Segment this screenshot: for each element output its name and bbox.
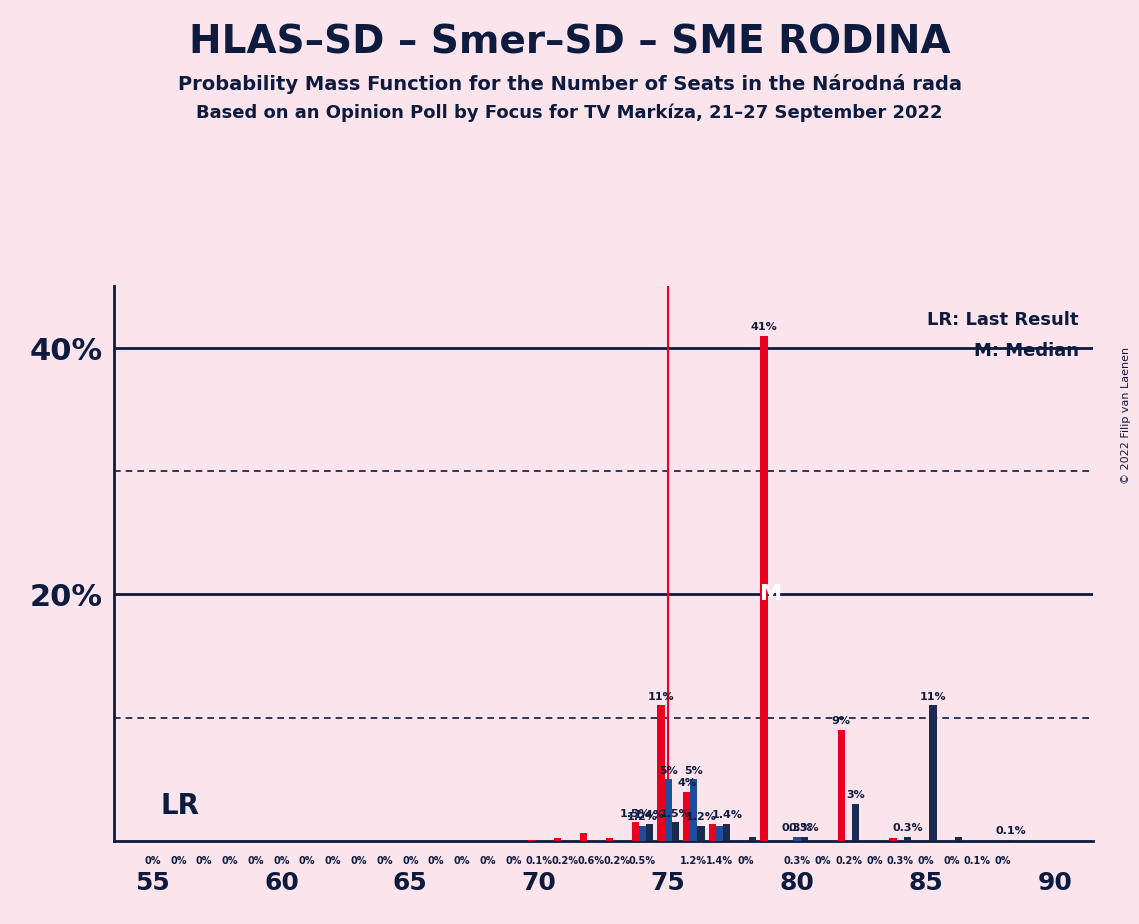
Text: © 2022 Filip van Laenen: © 2022 Filip van Laenen <box>1121 347 1131 484</box>
Text: 0%: 0% <box>918 856 934 866</box>
Bar <box>664 779 672 841</box>
Bar <box>646 823 653 841</box>
Bar <box>631 822 639 841</box>
Text: 0.3%: 0.3% <box>892 823 923 833</box>
Text: 1.2%: 1.2% <box>680 856 707 866</box>
Text: M: Median: M: Median <box>974 342 1079 359</box>
Bar <box>903 837 911 841</box>
Text: 0%: 0% <box>943 856 960 866</box>
Text: 0%: 0% <box>814 856 831 866</box>
Text: 1.4%: 1.4% <box>712 810 743 820</box>
Text: 9%: 9% <box>831 716 851 726</box>
Text: 0%: 0% <box>298 856 316 866</box>
Text: 1.5%: 1.5% <box>620 808 650 819</box>
Text: 0%: 0% <box>222 856 238 866</box>
Text: 11%: 11% <box>648 692 674 701</box>
Text: 11%: 11% <box>920 692 947 701</box>
Bar <box>749 837 756 841</box>
Text: LR: LR <box>161 793 199 821</box>
Text: LR: Last Result: LR: Last Result <box>927 311 1079 329</box>
Text: 0%: 0% <box>196 856 212 866</box>
Text: 0%: 0% <box>428 856 444 866</box>
Text: Based on an Opinion Poll by Focus for TV Markíza, 21–27 September 2022: Based on an Opinion Poll by Focus for TV… <box>196 103 943 122</box>
Text: 0.2%: 0.2% <box>835 856 862 866</box>
Text: 1.2%: 1.2% <box>686 812 716 822</box>
Text: 0.1%: 0.1% <box>995 826 1026 836</box>
Bar <box>837 730 845 841</box>
Text: 0%: 0% <box>351 856 367 866</box>
Text: 0%: 0% <box>325 856 342 866</box>
Text: 1.2%: 1.2% <box>626 812 658 822</box>
Text: 0%: 0% <box>737 856 754 866</box>
Bar <box>716 826 723 841</box>
Text: 0%: 0% <box>273 856 289 866</box>
Text: 0%: 0% <box>453 856 470 866</box>
Bar <box>852 804 860 841</box>
Bar <box>890 838 896 841</box>
Text: 0.3%: 0.3% <box>886 856 913 866</box>
Bar <box>794 837 801 841</box>
Bar <box>690 779 697 841</box>
Text: 0%: 0% <box>402 856 419 866</box>
Text: 1.5%: 1.5% <box>659 808 690 819</box>
Text: 3%: 3% <box>846 790 866 800</box>
Text: 41%: 41% <box>751 322 778 332</box>
Bar <box>1007 840 1014 841</box>
Text: 0.5%: 0.5% <box>629 856 656 866</box>
Text: 0%: 0% <box>506 856 522 866</box>
Text: M: M <box>760 585 782 604</box>
Text: 1.4%: 1.4% <box>706 856 734 866</box>
Text: 0%: 0% <box>145 856 161 866</box>
Text: 0%: 0% <box>995 856 1011 866</box>
Bar <box>528 840 535 841</box>
Text: 0.3%: 0.3% <box>781 823 812 833</box>
Bar <box>683 792 690 841</box>
Text: 0%: 0% <box>866 856 883 866</box>
Bar <box>606 838 613 841</box>
Text: 0.2%: 0.2% <box>551 856 579 866</box>
Text: 0.2%: 0.2% <box>603 856 630 866</box>
Text: 5%: 5% <box>658 766 678 775</box>
Text: 0.6%: 0.6% <box>577 856 605 866</box>
Text: HLAS–SD – Smer–SD – SME RODINA: HLAS–SD – Smer–SD – SME RODINA <box>189 23 950 61</box>
Bar <box>708 823 716 841</box>
Bar <box>697 826 705 841</box>
Text: 0%: 0% <box>247 856 264 866</box>
Text: Probability Mass Function for the Number of Seats in the Národná rada: Probability Mass Function for the Number… <box>178 74 961 94</box>
Text: 4%: 4% <box>678 778 696 788</box>
Bar <box>657 705 664 841</box>
Bar <box>672 822 679 841</box>
Bar <box>929 705 936 841</box>
Text: 0%: 0% <box>376 856 393 866</box>
Text: 0%: 0% <box>480 856 495 866</box>
Text: 5%: 5% <box>685 766 703 775</box>
Bar <box>956 837 962 841</box>
Text: 0.1%: 0.1% <box>964 856 991 866</box>
Bar <box>723 823 730 841</box>
Bar <box>580 833 588 841</box>
Bar <box>761 335 768 841</box>
Text: 0%: 0% <box>170 856 187 866</box>
Bar <box>639 826 646 841</box>
Text: 0.1%: 0.1% <box>526 856 552 866</box>
Text: 1.4%: 1.4% <box>634 810 665 820</box>
Bar <box>555 838 562 841</box>
Bar <box>801 837 808 841</box>
Text: 0.3%: 0.3% <box>784 856 811 866</box>
Text: 0.3%: 0.3% <box>789 823 820 833</box>
